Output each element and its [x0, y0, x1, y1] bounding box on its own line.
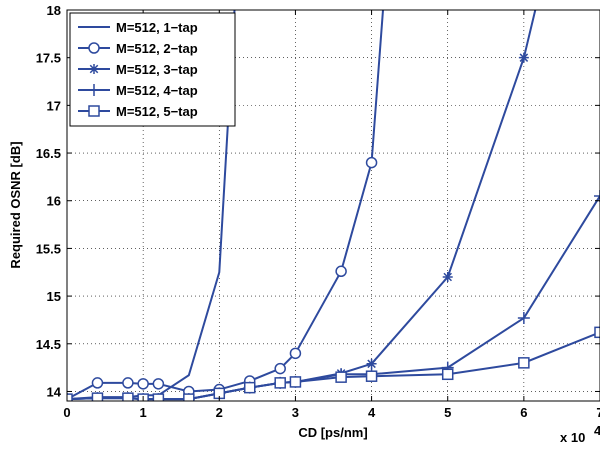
legend-label: M=512, 3−tap — [116, 62, 198, 77]
data-point — [442, 272, 453, 283]
data-point — [122, 392, 134, 401]
legend-item: M=512, 2−tap — [78, 41, 198, 56]
legend-marker — [88, 42, 100, 54]
data-point — [366, 358, 377, 369]
legend-label: M=512, 1−tap — [116, 20, 198, 35]
x-axis-label: CD [ps/nm] — [298, 425, 367, 440]
plot-frame — [66, 9, 600, 402]
x-exponent-label: x 10 — [560, 430, 585, 445]
data-point — [243, 381, 256, 394]
data-point — [152, 378, 165, 390]
ticks: 0 1 2 3 4 5 6 7 14 14.5 15 15.5 16 16.5 17 17.5 18 — [36, 3, 600, 420]
x-tick-label: 3 — [292, 405, 299, 420]
legend-item: M=512, 5−tap — [78, 104, 198, 119]
data-point — [518, 357, 530, 369]
plot-border — [66, 9, 600, 402]
y-axis-label: Required OSNR [dB] — [8, 141, 23, 268]
data-point — [365, 370, 378, 382]
series-group — [67, 10, 600, 401]
data-point — [594, 189, 600, 202]
series-5 — [67, 326, 600, 401]
y-tick-label: 15.5 — [36, 241, 61, 256]
y-tick-label: 15 — [47, 289, 61, 304]
x-tick-label: 2 — [216, 405, 223, 420]
y-tick-label: 16.5 — [36, 146, 61, 161]
y-tick-label: 14.5 — [36, 337, 61, 352]
data-point — [335, 265, 347, 278]
y-tick-label: 14 — [47, 384, 62, 399]
data-point — [365, 156, 378, 169]
legend: M=512, 1−tap M=512, 2−tap M=512, 3−tap M=51… — [69, 12, 236, 127]
legend-item: M=512, 3−tap — [78, 62, 198, 77]
data-point — [518, 52, 529, 63]
legend-item: M=512, 1−tap — [78, 20, 198, 35]
x-tick-label: 5 — [444, 405, 451, 420]
legend-label: M=512, 4−tap — [116, 83, 198, 98]
y-tick-label: 17 — [47, 98, 61, 113]
data-point — [517, 312, 530, 325]
y-tick-label: 16 — [47, 194, 61, 209]
data-point — [152, 393, 165, 401]
data-point — [441, 368, 454, 381]
data-point — [335, 371, 347, 383]
legend-marker — [88, 84, 100, 96]
legend-label: M=512, 5−tap — [116, 104, 198, 119]
legend-marker — [88, 105, 100, 117]
x-tick-label: 7 — [596, 405, 600, 420]
x-tick-label: 0 — [63, 405, 70, 420]
data-point — [274, 377, 286, 389]
x-tick-label: 1 — [140, 405, 147, 420]
legend-item: M=512, 4−tap — [78, 83, 198, 98]
x-tick-label: 6 — [520, 405, 527, 420]
data-point — [183, 393, 195, 401]
data-point — [91, 377, 104, 389]
x-tick-label: 4 — [368, 405, 376, 420]
data-point — [122, 377, 134, 389]
y-tick-label: 17.5 — [36, 51, 61, 66]
data-point — [137, 378, 149, 390]
data-point — [91, 392, 104, 401]
data-point — [594, 326, 600, 339]
x-exponent-power: 4 — [594, 423, 600, 438]
data-point — [289, 376, 302, 388]
data-point — [289, 347, 302, 360]
data-point — [274, 362, 286, 375]
grid — [67, 10, 600, 401]
data-point — [67, 393, 73, 401]
legend-label: M=512, 2−tap — [116, 41, 198, 56]
legend-marker — [89, 64, 99, 74]
y-tick-label: 18 — [47, 3, 61, 18]
